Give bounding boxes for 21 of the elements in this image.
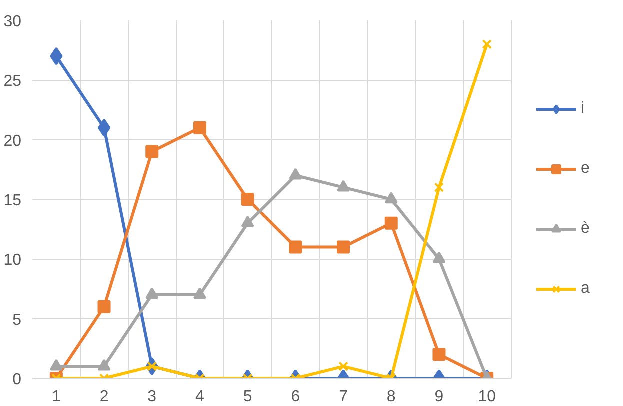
y-tick-label: 20 xyxy=(4,132,22,150)
y-tick-label: 15 xyxy=(4,192,22,210)
y-tick-label: 0 xyxy=(12,372,22,388)
legend-label: i xyxy=(581,100,586,118)
x-tick-label: 7 xyxy=(339,388,348,406)
x-tick-label: 9 xyxy=(434,388,444,406)
legend-label: e xyxy=(581,160,591,178)
y-tick-label: 5 xyxy=(12,312,22,329)
x-tick-label: 10 xyxy=(478,388,496,406)
x-tick-label: 5 xyxy=(243,388,252,406)
x-tick-label: 3 xyxy=(148,388,157,406)
y-tick-label: 10 xyxy=(4,252,22,270)
x-tick-label: 2 xyxy=(100,388,109,406)
y-tick-label: 30 xyxy=(4,14,22,30)
x-tick-label: 6 xyxy=(291,388,300,406)
x-tick-label: 4 xyxy=(196,388,205,406)
legend-label: è xyxy=(581,220,591,238)
x-tick-label: 1 xyxy=(52,388,61,406)
legend-label: a xyxy=(581,280,591,298)
x-tick-label: 8 xyxy=(386,388,396,406)
y-tick-label: 25 xyxy=(4,73,22,90)
